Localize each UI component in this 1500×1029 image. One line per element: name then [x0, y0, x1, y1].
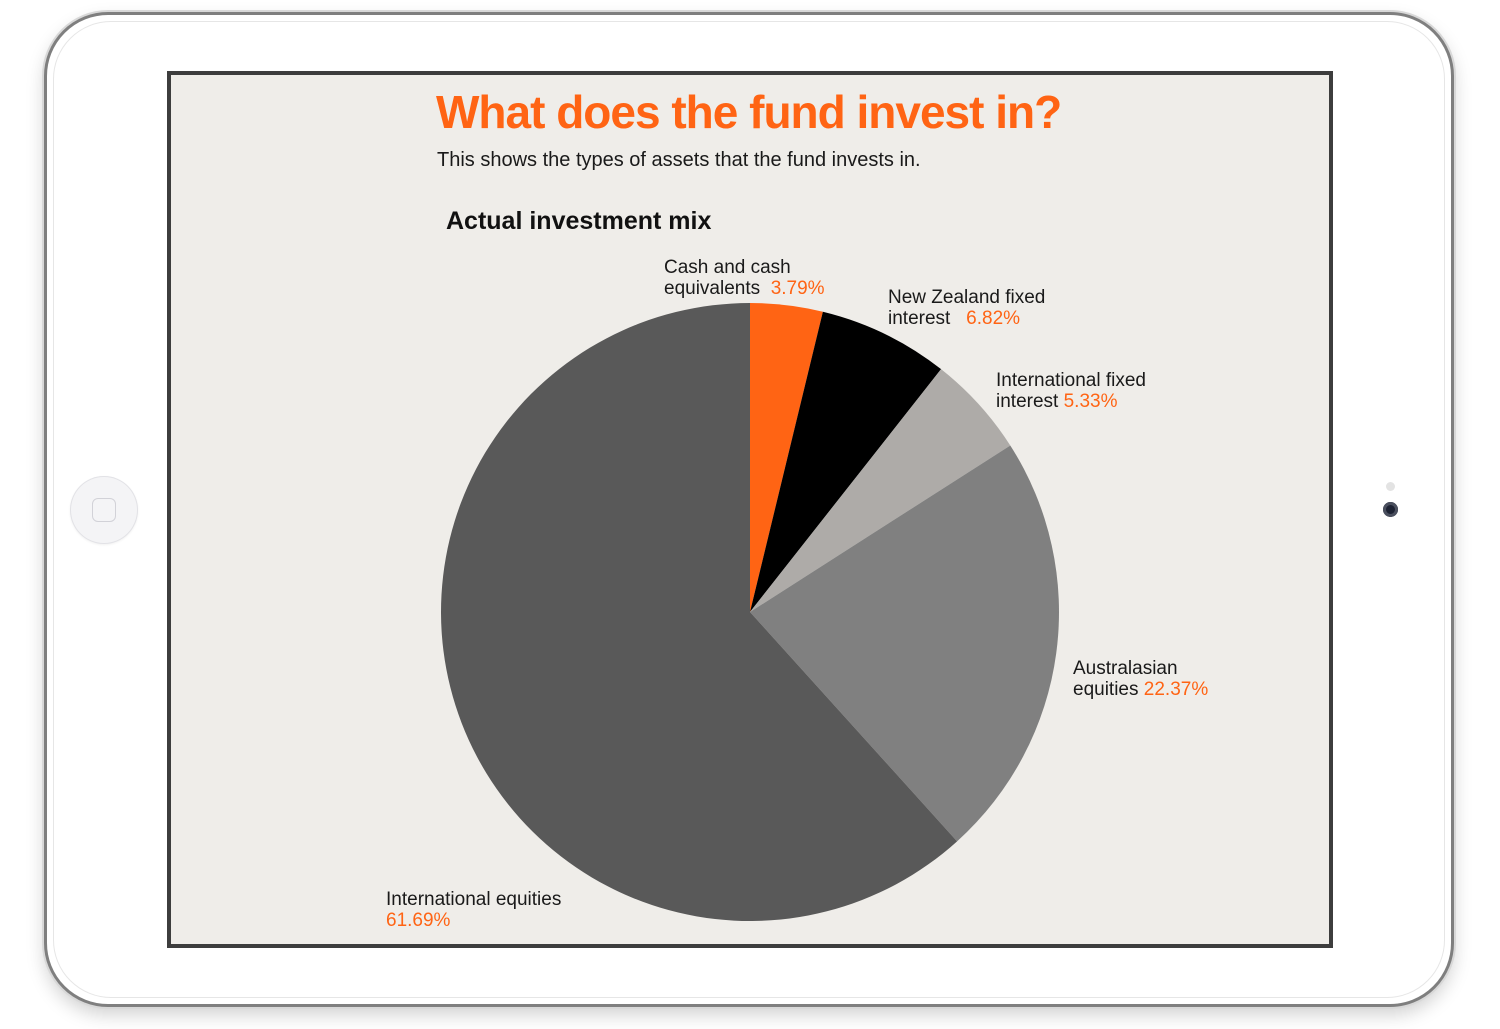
home-button-icon: [92, 498, 116, 522]
slice-value-cash: 3.79%: [770, 278, 825, 299]
pie-slice-4: [441, 303, 958, 921]
pie-slice-0: [750, 303, 823, 612]
slice-value-intl-fixed: 5.33%: [1063, 391, 1118, 412]
slice-value-australasian: 22.37%: [1143, 679, 1209, 700]
home-button[interactable]: [70, 476, 138, 544]
pie-chart: [441, 303, 1059, 921]
slice-label-nz-fixed: New Zealand fixed interest 6.82%: [888, 287, 1045, 329]
slice-label-australasian-line1: Australasian: [1073, 658, 1178, 679]
slice-label-intl-fixed-line1: International fixed: [996, 370, 1146, 391]
slice-label-cash: Cash and cash equivalents 3.79%: [664, 257, 825, 299]
pie-slice-3: [750, 445, 1059, 842]
slice-value-intl-equities: 61.69%: [386, 910, 451, 931]
page-subtitle: This shows the types of assets that the …: [437, 149, 921, 171]
slice-label-cash-line1: Cash and cash: [664, 257, 791, 278]
camera-icon: [1383, 502, 1398, 517]
sensor-icon: [1386, 482, 1395, 491]
slice-label-nz-fixed-line2: interest: [888, 308, 951, 329]
slice-label-cash-line2: equivalents: [664, 278, 761, 299]
slice-label-intl-fixed: International fixed interest 5.33%: [996, 370, 1146, 412]
slice-value-nz-fixed: 6.82%: [966, 308, 1021, 329]
slice-label-intl-fixed-line2: interest: [996, 391, 1059, 412]
slice-label-intl-equities: International equities 61.69%: [386, 889, 561, 931]
slice-label-intl-equities-line1: International equities: [386, 889, 562, 910]
slice-label-australasian: Australasian equities 22.37%: [1073, 658, 1208, 700]
slice-label-australasian-line2: equities: [1073, 679, 1139, 700]
slice-label-nz-fixed-line1: New Zealand fixed: [888, 287, 1046, 308]
pie-slice-2: [750, 369, 1011, 612]
screen: What does the fund invest in? This shows…: [167, 71, 1333, 948]
tablet-rim: [53, 21, 1445, 998]
chart-title: Actual investment mix: [446, 207, 712, 235]
page-title: What does the fund invest in?: [436, 86, 1062, 138]
pie-slice-1: [750, 311, 942, 612]
